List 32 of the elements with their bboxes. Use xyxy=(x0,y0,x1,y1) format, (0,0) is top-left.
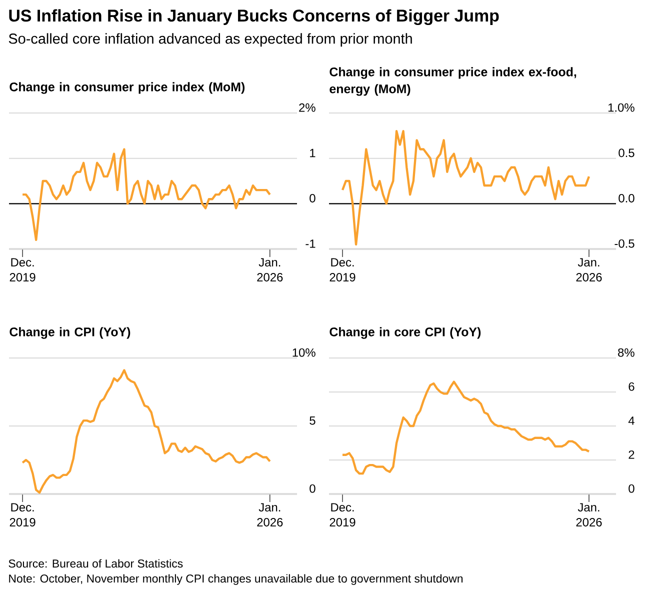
text: US Inflation Rise in January Bucks Concerns of Bigger Jump xyxy=(9,9,499,26)
chart-title: Change in core CPI (YoY) xyxy=(330,327,481,339)
y-tick-label: 1 xyxy=(310,148,316,158)
text: Note: October, November monthly CPI changes unavailable due to government shutdown xyxy=(9,574,463,585)
x-tick-label: Dec. 2019 xyxy=(330,258,356,282)
y-tick-label: -1 xyxy=(306,240,316,248)
x-tick-label: Jan. 2026 xyxy=(257,258,283,282)
y-tick-label: 2 xyxy=(628,450,634,459)
y-tick-label: 0 xyxy=(310,194,316,202)
x-tick-label: Dec. 2019 xyxy=(10,503,36,526)
x-tick-label: Dec. 2019 xyxy=(10,258,36,282)
x-tick-label: Jan. 2026 xyxy=(576,503,602,526)
y-tick-label: 5 xyxy=(310,416,316,425)
y-tick-label: 1.0% xyxy=(608,103,634,112)
y-tick-label: 0 xyxy=(310,484,316,493)
source-note: Source: Bureau of Labor Statistics xyxy=(8,559,183,568)
y-tick-label: 2% xyxy=(299,103,316,112)
x-tick-label: Jan. 2026 xyxy=(257,503,283,526)
x-tick-label: Dec. 2019 xyxy=(330,503,356,526)
y-tick-label: 6 xyxy=(628,382,634,391)
y-tick-label: 0.0 xyxy=(618,194,634,202)
chart-title: Change in CPI (YoY) xyxy=(10,327,130,339)
chart-title: Change in consumer price index (MoM) xyxy=(10,82,245,94)
y-tick-label: 10% xyxy=(292,348,316,357)
y-tick-label: 4 xyxy=(628,416,634,425)
y-tick-label: -0.5 xyxy=(614,239,634,248)
text: So-called core inflation advanced as expected from prior month xyxy=(8,33,412,47)
y-tick-label: 0 xyxy=(628,484,634,493)
y-tick-label: 8% xyxy=(618,348,634,357)
chart-title: Change in consumer price index ex-food, energy (MoM) xyxy=(330,67,576,96)
x-tick-label: Jan. 2026 xyxy=(576,258,602,282)
y-tick-label: 0.5 xyxy=(618,148,634,158)
